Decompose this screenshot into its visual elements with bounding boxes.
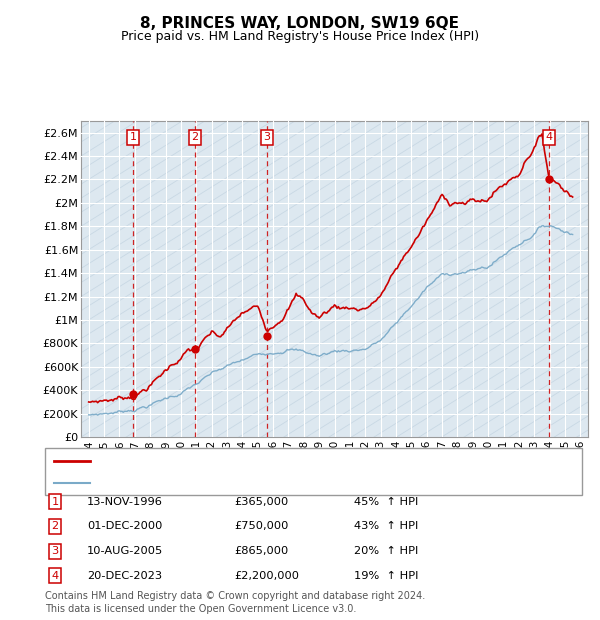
Text: 20-DEC-2023: 20-DEC-2023 [87,571,162,581]
Text: £2,200,000: £2,200,000 [234,571,299,581]
Text: 2: 2 [191,132,199,143]
Text: 4: 4 [52,571,59,581]
Text: 10-AUG-2005: 10-AUG-2005 [87,546,163,556]
Text: 19%  ↑ HPI: 19% ↑ HPI [354,571,419,581]
Text: HPI: Average price, detached house, Wandsworth: HPI: Average price, detached house, Wand… [97,478,379,488]
Text: 1: 1 [52,497,59,507]
Text: 01-DEC-2000: 01-DEC-2000 [87,521,163,531]
Text: This data is licensed under the Open Government Licence v3.0.: This data is licensed under the Open Gov… [45,604,356,614]
Text: 8, PRINCES WAY, LONDON, SW19 6QE (detached house): 8, PRINCES WAY, LONDON, SW19 6QE (detach… [97,456,416,466]
Text: 4: 4 [545,132,553,143]
Text: 3: 3 [52,546,59,556]
Text: Contains HM Land Registry data © Crown copyright and database right 2024.: Contains HM Land Registry data © Crown c… [45,591,425,601]
Text: 1: 1 [130,132,136,143]
Text: 13-NOV-1996: 13-NOV-1996 [87,497,163,507]
Text: £750,000: £750,000 [234,521,289,531]
Text: Price paid vs. HM Land Registry's House Price Index (HPI): Price paid vs. HM Land Registry's House … [121,30,479,43]
Text: £365,000: £365,000 [234,497,288,507]
Text: £865,000: £865,000 [234,546,288,556]
Text: 43%  ↑ HPI: 43% ↑ HPI [354,521,418,531]
Text: 20%  ↑ HPI: 20% ↑ HPI [354,546,418,556]
Text: 45%  ↑ HPI: 45% ↑ HPI [354,497,418,507]
Text: 2: 2 [52,521,59,531]
Text: 3: 3 [263,132,271,143]
Text: 8, PRINCES WAY, LONDON, SW19 6QE: 8, PRINCES WAY, LONDON, SW19 6QE [140,16,460,30]
